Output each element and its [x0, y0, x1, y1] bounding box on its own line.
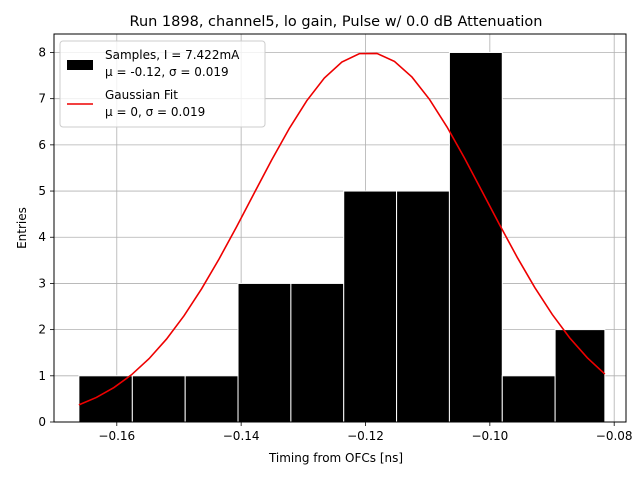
y-tick-label: 5 — [38, 184, 46, 198]
y-tick-label: 4 — [38, 230, 46, 244]
y-tick-label: 7 — [38, 92, 46, 106]
x-axis-ticks: −0.16 −0.14 −0.12 −0.10 −0.08 — [98, 422, 633, 443]
histogram-bar — [237, 282, 292, 423]
histogram-bar — [290, 282, 345, 423]
histogram-bar — [78, 375, 133, 423]
histogram-bar — [184, 375, 239, 423]
y-tick-label: 8 — [38, 45, 46, 59]
x-tick-label: −0.16 — [98, 429, 135, 443]
legend-samples-stats: μ = -0.12, σ = 0.019 — [105, 65, 229, 79]
y-tick-label: 6 — [38, 138, 46, 152]
gaussian-fit-line — [78, 52, 606, 406]
y-tick-label: 2 — [38, 323, 46, 337]
histogram-bar — [131, 375, 186, 423]
chart-title: Run 1898, channel5, lo gain, Pulse w/ 0.… — [130, 14, 543, 30]
legend-samples-label: Samples, I = 7.422mA — [105, 48, 240, 62]
histogram-bar — [396, 190, 450, 423]
histogram-bar — [448, 51, 503, 423]
histogram-bar — [343, 190, 398, 423]
x-tick-label: −0.12 — [347, 429, 384, 443]
x-tick-label: −0.08 — [596, 429, 633, 443]
plot-frame — [53, 33, 627, 423]
x-axis-label: Timing from OFCs [ns] — [268, 451, 403, 465]
legend-samples-swatch — [67, 60, 93, 70]
y-axis-label: Entries — [15, 207, 29, 249]
histogram-bars — [78, 51, 606, 423]
y-tick-label: 0 — [38, 415, 46, 429]
legend: Samples, I = 7.422mA μ = -0.12, σ = 0.01… — [59, 40, 266, 128]
histogram-bar — [554, 329, 606, 423]
y-axis-ticks: 0 1 2 3 4 5 6 7 8 — [38, 45, 54, 429]
legend-fit-label: Gaussian Fit — [105, 88, 178, 102]
x-tick-label: −0.14 — [223, 429, 260, 443]
fit-layer — [78, 52, 606, 406]
legend-box — [59, 40, 266, 128]
y-tick-label: 1 — [38, 369, 46, 383]
y-tick-label: 3 — [38, 276, 46, 290]
legend-fit-stats: μ = 0, σ = 0.019 — [105, 105, 205, 119]
histogram-bar — [501, 375, 556, 423]
x-tick-label: −0.10 — [471, 429, 508, 443]
